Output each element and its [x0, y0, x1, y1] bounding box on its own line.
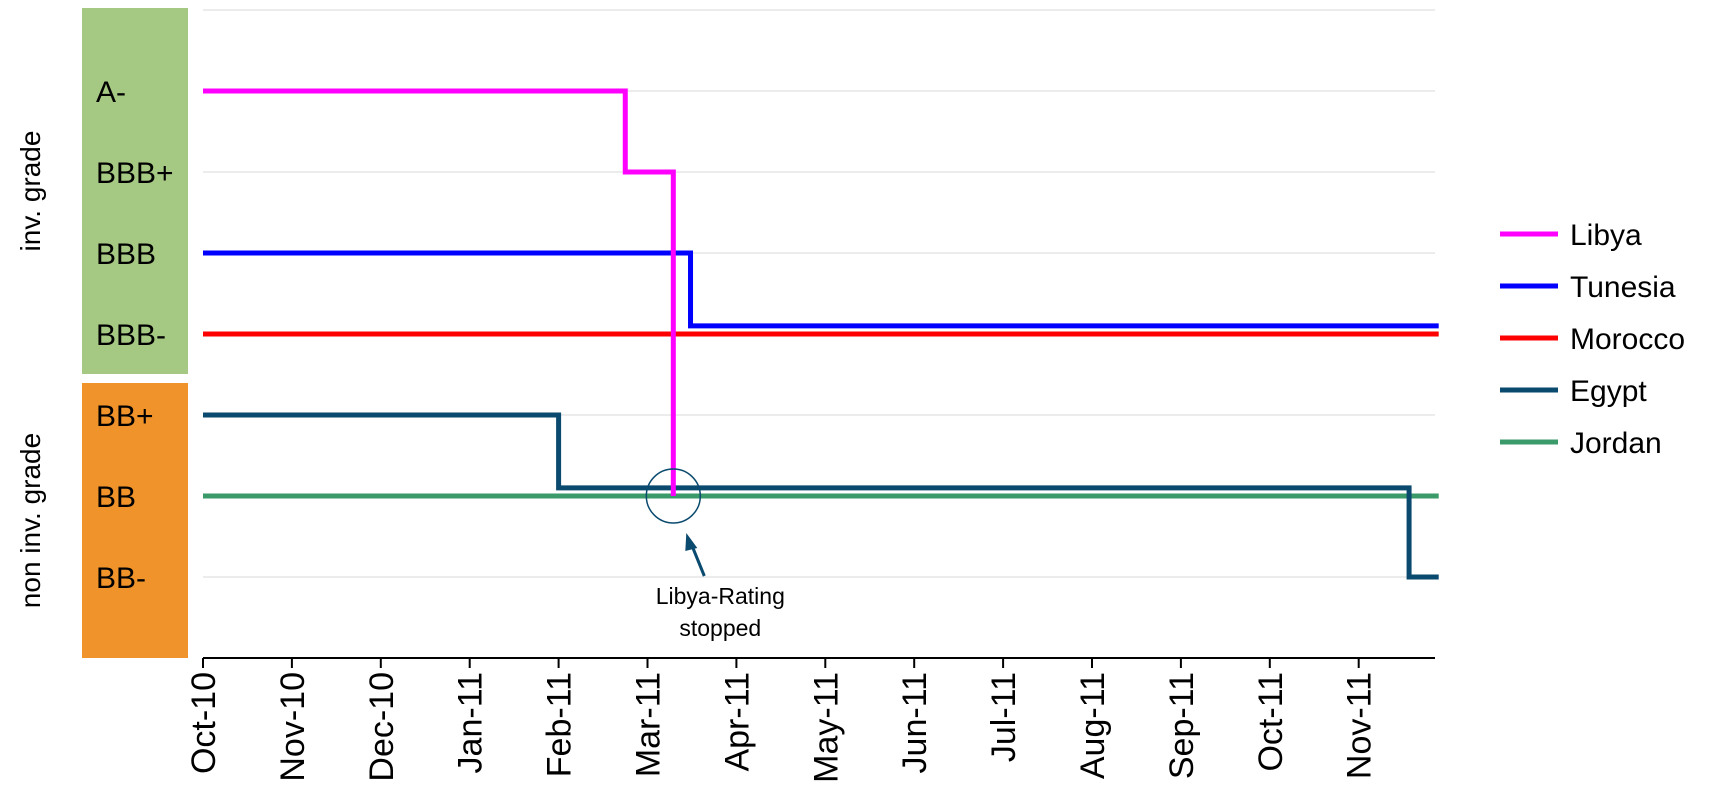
x-tick-label: Jul-11	[985, 672, 1023, 762]
x-tick-label: Jan-11	[452, 672, 490, 773]
annotation-arrowhead	[685, 533, 698, 551]
series-line-tunesia	[203, 250, 1439, 329]
rating-label: BB-	[96, 562, 146, 595]
rating-label: BB	[96, 481, 136, 514]
band-label: non inv. grade	[15, 433, 46, 608]
legend-label-libya: Libya	[1570, 219, 1642, 252]
annotation-arrow	[689, 543, 706, 577]
x-tick-label: May-11	[807, 672, 845, 783]
x-tick-label: Dec-10	[363, 672, 401, 782]
non-inv-grade-band	[82, 383, 188, 658]
legend-label-morocco: Morocco	[1570, 323, 1685, 356]
series-line-egypt	[203, 412, 1439, 580]
rating-labels: BB- BB BB+ BBB- BBB BBB+ A-	[96, 76, 174, 595]
gridlines	[203, 9, 1435, 578]
x-axis: Oct-10 Nov-10 Dec-10 Jan-11 Feb-11 Mar-11 Apr-…	[185, 657, 1435, 783]
legend-label-jordan: Jordan	[1570, 427, 1662, 460]
rating-label: A-	[96, 76, 126, 109]
annotation: Libya-Rating stopped	[645, 468, 785, 641]
legend-label-tunesia: Tunesia	[1570, 271, 1676, 304]
x-tick-label: Mar-11	[630, 672, 668, 777]
rating-label: BBB	[96, 238, 156, 271]
rating-label: BBB-	[96, 319, 166, 352]
x-tick-label: Feb-11	[541, 672, 579, 777]
annotation-circle	[645, 468, 702, 524]
x-tick-label: Jun-11	[896, 672, 934, 773]
x-tick-label: Oct-11	[1252, 672, 1290, 772]
series-line-libya	[203, 88, 676, 496]
legend-label-egypt: Egypt	[1570, 375, 1647, 408]
inv-grade-band	[82, 8, 188, 374]
rating-label: BB+	[96, 400, 154, 433]
annotation-text: stopped	[679, 615, 761, 641]
x-tick-label: Sep-11	[1163, 672, 1201, 779]
grade-bands: inv. grade non inv. grade	[15, 8, 188, 658]
x-tick-label: Apr-11	[718, 672, 756, 772]
annotation-text: Libya-Rating	[656, 583, 785, 609]
x-tick-label: Aug-11	[1074, 672, 1112, 779]
rating-label: BBB+	[96, 157, 174, 190]
band-label: inv. grade	[15, 131, 46, 252]
x-tick-label: Oct-10	[185, 672, 223, 774]
legend: Libya Tunesia Morocco Egypt Jordan	[1500, 219, 1685, 460]
x-tick-label: Nov-11	[1341, 672, 1379, 779]
x-tick-label: Nov-10	[274, 672, 312, 782]
series-lines	[203, 88, 1439, 580]
